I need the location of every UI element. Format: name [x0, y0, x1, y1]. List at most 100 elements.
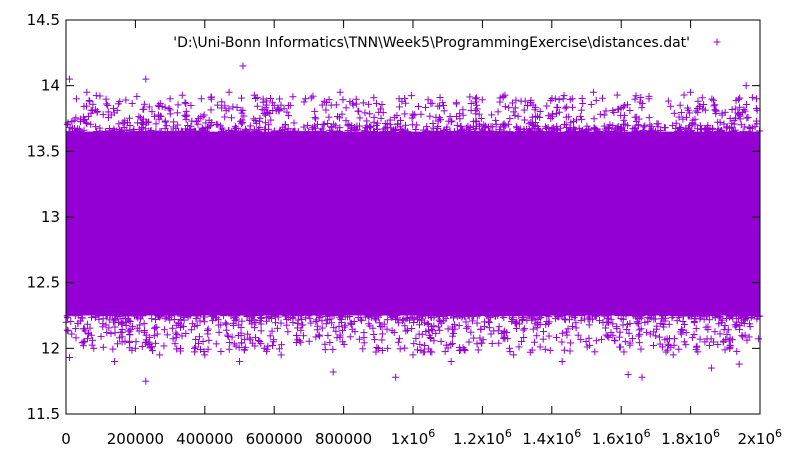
data-point [130, 125, 138, 133]
data-point [479, 336, 487, 344]
data-point [72, 325, 80, 333]
data-point [690, 317, 698, 325]
axis-ticks: 11.5 12 12.5 13 13.5 14 14.5 0 200000 400000 60000… [27, 11, 782, 448]
data-point [515, 320, 523, 328]
data-point [572, 128, 580, 136]
data-point [304, 128, 312, 136]
data-point [207, 95, 215, 103]
data-point [609, 107, 617, 115]
data-point [492, 128, 500, 136]
data-point [268, 342, 276, 350]
data-point [152, 339, 160, 347]
data-point [421, 319, 429, 327]
data-point [501, 333, 509, 341]
data-point [492, 120, 500, 128]
data-point [635, 339, 643, 347]
data-point [464, 323, 472, 331]
x-tick-label: 1.2x106 [453, 427, 512, 448]
data-point [506, 128, 514, 136]
data-point [529, 314, 537, 322]
data-point [171, 340, 179, 348]
data-point [140, 100, 148, 108]
data-point [324, 331, 332, 339]
data-point [402, 99, 410, 107]
data-point [440, 317, 448, 325]
data-point [429, 124, 437, 132]
data-point [267, 116, 275, 124]
data-point [372, 99, 380, 107]
data-point [737, 121, 745, 129]
data-point [578, 115, 586, 123]
data-point [617, 343, 625, 351]
data-point [585, 313, 593, 321]
data-point [271, 312, 279, 320]
data-point [256, 117, 264, 125]
data-point [390, 328, 398, 336]
data-point [255, 337, 263, 345]
data-point [142, 336, 150, 344]
data-point [340, 340, 348, 348]
x-tick-label: 1.4x106 [522, 427, 581, 448]
data-point [187, 101, 195, 109]
data-point [621, 338, 629, 346]
data-point [371, 336, 379, 344]
data-point [188, 320, 196, 328]
data-point [639, 126, 647, 134]
data-point [90, 344, 98, 352]
data-point [585, 334, 593, 342]
data-point [562, 121, 570, 129]
data-point [320, 97, 328, 105]
data-point [536, 107, 544, 115]
data-point [711, 328, 719, 336]
data-point [273, 324, 281, 332]
data-point [321, 340, 329, 348]
data-point [637, 94, 645, 102]
data-point [424, 96, 432, 104]
data-point [441, 348, 449, 356]
data-point [528, 346, 536, 354]
data-point [677, 330, 685, 338]
data-point [380, 320, 388, 328]
data-point [369, 128, 377, 136]
data-point [341, 321, 349, 329]
data-point [545, 128, 553, 136]
data-point [89, 336, 97, 344]
data-point [636, 98, 644, 106]
data-point [752, 104, 760, 112]
data-point [591, 348, 599, 356]
data-point [741, 331, 749, 339]
data-point [68, 330, 76, 338]
data-point [620, 116, 628, 124]
data-point [231, 122, 239, 130]
data-point [404, 326, 412, 334]
data-point [733, 347, 741, 355]
data-point [472, 110, 480, 118]
data-point [564, 325, 572, 333]
data-point [468, 317, 476, 325]
data-point [423, 123, 431, 131]
data-point [290, 119, 298, 127]
data-point [449, 330, 457, 338]
data-point [679, 115, 687, 123]
data-point [346, 319, 354, 327]
data-point [304, 121, 312, 129]
data-point [348, 325, 356, 333]
y-tick-label: 13.5 [27, 142, 60, 160]
data-point [587, 101, 595, 109]
data-point [168, 324, 176, 332]
data-point [116, 98, 124, 106]
data-point [647, 123, 655, 131]
data-point [735, 360, 743, 368]
data-point [613, 127, 621, 135]
data-point [370, 94, 378, 102]
data-point [67, 317, 75, 325]
data-point [711, 312, 719, 320]
data-point [329, 345, 337, 353]
data-point [330, 324, 338, 332]
data-point [77, 115, 85, 123]
data-point [316, 332, 324, 340]
data-point [326, 338, 334, 346]
data-point [718, 127, 726, 135]
data-point [358, 317, 366, 325]
data-point [457, 346, 465, 354]
